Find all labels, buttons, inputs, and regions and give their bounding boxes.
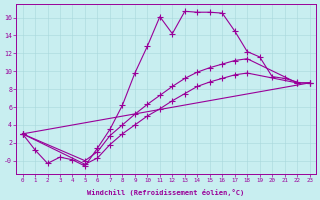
- X-axis label: Windchill (Refroidissement éolien,°C): Windchill (Refroidissement éolien,°C): [87, 189, 245, 196]
